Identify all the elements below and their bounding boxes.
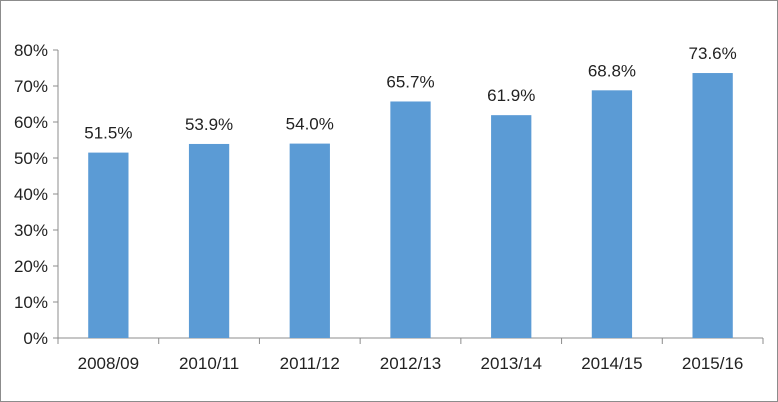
x-tick-label: 2012/13 — [380, 354, 441, 373]
y-tick-label: 80% — [14, 41, 48, 60]
y-axis: 0% 10% 20% 30% 40% 50% 60% 70% 80% — [14, 41, 59, 348]
x-tick-label: 2013/14 — [480, 354, 541, 373]
bar-2013-14 — [491, 115, 532, 338]
bar-2012-13 — [390, 101, 431, 338]
bars — [88, 73, 733, 338]
data-label: 61.9% — [487, 86, 535, 105]
data-label: 65.7% — [386, 72, 434, 91]
y-tick-label: 30% — [14, 221, 48, 240]
data-label: 54.0% — [286, 115, 334, 134]
data-label: 73.6% — [689, 44, 737, 63]
y-tick-label: 0% — [23, 329, 48, 348]
x-tick-label: 2011/12 — [280, 354, 340, 373]
y-tick-label: 40% — [14, 185, 48, 204]
data-label: 53.9% — [185, 115, 233, 134]
x-tick-label: 2010/11 — [179, 354, 239, 373]
data-label: 68.8% — [588, 61, 636, 80]
y-tick-label: 50% — [14, 149, 48, 168]
bar-2008-09 — [88, 152, 129, 338]
x-axis: 2008/09 2010/11 2011/12 2012/13 2013/14 2014/… — [57, 337, 764, 373]
bar-2014-15 — [591, 90, 633, 338]
y-tick-label: 60% — [14, 113, 48, 132]
data-labels: 51.5% 53.9% 54.0% 65.7% 61.9% 68.8% 73.6% — [84, 44, 736, 143]
y-tick-label: 70% — [14, 77, 48, 96]
x-tick-label: 2008/09 — [78, 354, 139, 373]
x-tick-label: 2015/16 — [682, 354, 743, 373]
bar-2015-16 — [692, 73, 733, 338]
x-tick-label: 2014/15 — [581, 354, 642, 373]
bar-2010-11 — [188, 143, 230, 338]
bar-2011-12 — [289, 143, 330, 338]
y-tick-label: 20% — [14, 257, 48, 276]
y-tick-label: 10% — [14, 293, 48, 312]
data-label: 51.5% — [84, 124, 132, 143]
